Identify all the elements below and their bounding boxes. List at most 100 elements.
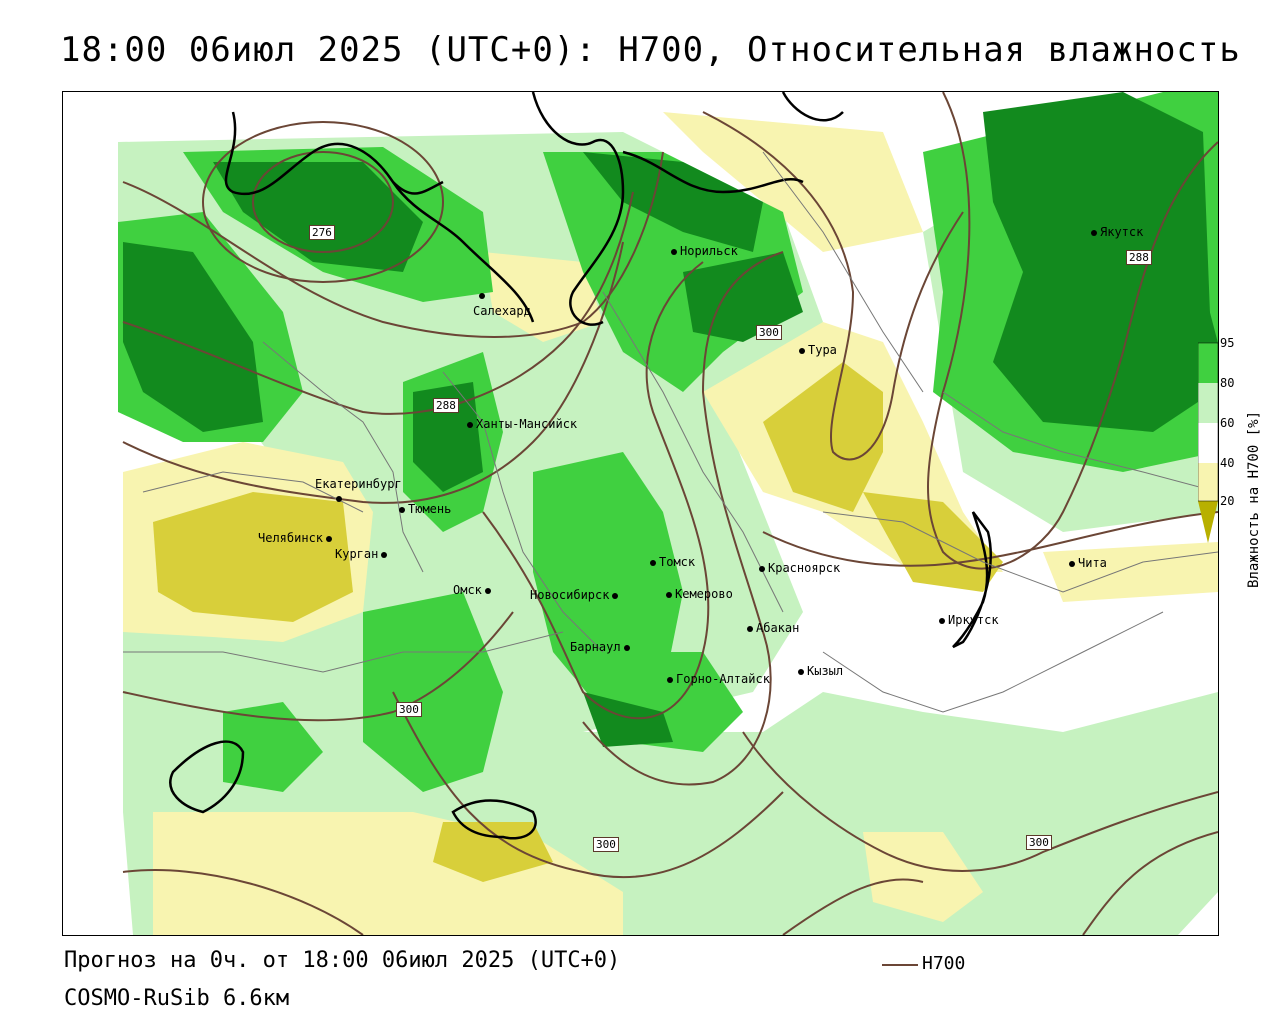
city-yakutsk: Якутск (1091, 225, 1143, 239)
boundary (762, 151, 924, 393)
city-barnaul: Барнаул (570, 640, 633, 654)
colorbar-tick: 60 (1220, 416, 1235, 430)
contour-label: 300 (396, 702, 422, 717)
wet-area (363, 592, 503, 792)
very-wet-area (583, 692, 673, 747)
h700-contour (252, 151, 394, 253)
coastline (781, 92, 844, 122)
city-label: Омск (453, 583, 482, 597)
city-dot (336, 495, 342, 502)
coastline (531, 92, 625, 326)
city-dot (467, 421, 473, 428)
city-label: Курган (335, 547, 379, 561)
city-omsk: Омск (453, 583, 494, 597)
city-salekhard-label: Салехард (473, 304, 531, 318)
h700-contour (762, 511, 1218, 567)
city-dot (1069, 560, 1075, 567)
boundary (942, 391, 1218, 493)
city-dot (612, 592, 619, 599)
city-chelyabinsk: Челябинск (258, 531, 335, 545)
contour-label: 300 (1026, 835, 1052, 850)
map-canvas (118, 92, 1218, 935)
h700-contour (742, 731, 1218, 872)
city-irkutsk: Иркутск (939, 613, 999, 627)
city-label: Красноярск (768, 561, 841, 575)
city-kemerovo: Кемерово (666, 587, 733, 601)
very-wet-area (583, 152, 763, 252)
city-label: Абакан (756, 621, 800, 635)
city-label: Новосибирск (530, 588, 610, 602)
city-norilsk: Норильск (671, 244, 738, 258)
city-dot (381, 551, 388, 558)
city-label: Якутск (1100, 225, 1144, 239)
h700-contour (702, 111, 964, 461)
colorbar-tick: 95 (1220, 336, 1235, 350)
city-dot (650, 559, 656, 566)
coastline (622, 150, 804, 194)
dry-area (483, 252, 603, 342)
very-wet-area (983, 92, 1213, 432)
city-novosibirsk: Новосибирск (530, 588, 621, 602)
city-dot (747, 625, 753, 632)
wet-area (223, 702, 323, 792)
contour-label: 300 (756, 325, 782, 340)
city-khanty-mansiysk: Ханты-Мансийск (467, 417, 577, 431)
city-dot (484, 587, 491, 594)
h700-legend-line (882, 964, 918, 966)
city-label: Кемерово (675, 587, 733, 601)
city-label: Чита (1078, 556, 1107, 570)
city-krasnoyarsk: Красноярск (759, 561, 840, 575)
boundary (142, 471, 364, 513)
city-label: Барнаул (570, 640, 621, 654)
colorbar-title: Влажность на H700 [%] (1246, 410, 1262, 588)
lake (169, 740, 245, 814)
city-label: Ханты-Мансийск (476, 417, 578, 431)
city-dot (671, 248, 677, 255)
h700-contour (122, 241, 624, 504)
city-kyzyl: Кызыл (798, 664, 843, 678)
dry-area (863, 832, 983, 922)
city-dot (326, 535, 333, 542)
city-kurgan: Курган (335, 547, 390, 561)
city-tyumen: Тюмень (399, 502, 451, 516)
city-dot (798, 668, 804, 675)
humidity-colorbar (1198, 305, 1218, 543)
contour-label: 276 (309, 225, 335, 240)
humidity-map: 276 288 288 300 300 300 300 Салехард Нор… (62, 91, 1219, 936)
h700-contour (202, 121, 444, 283)
city-dot (479, 292, 485, 299)
dry-area (153, 492, 353, 622)
city-label: Тюмень (408, 502, 452, 516)
colorbar-top-arrow (1198, 305, 1218, 343)
city-dot (799, 347, 805, 354)
contour-label: 288 (1126, 250, 1152, 265)
city-tura: Тура (799, 343, 837, 357)
city-label: Норильск (680, 244, 738, 258)
model-info: COSMO-RuSib 6.6км (64, 986, 290, 1011)
h700-legend-label: H700 (922, 953, 966, 974)
h700-contour (122, 869, 364, 935)
colorbar-segment (1198, 343, 1218, 383)
very-wet-area (123, 242, 263, 432)
boundary (822, 511, 1218, 593)
colorbar-segment (1198, 463, 1218, 501)
admin-boundaries (123, 151, 1218, 713)
city-label: Горно-Алтайск (676, 672, 770, 686)
contour-label: 288 (433, 398, 459, 413)
dry-area (1043, 542, 1218, 602)
city-dot (939, 617, 945, 624)
contour-label: 300 (593, 837, 619, 852)
forecast-info: Прогноз на 0ч. от 18:00 06июл 2025 (UTC+… (64, 948, 621, 973)
city-dot (667, 676, 673, 683)
h700-contour (122, 151, 664, 338)
city-dot (666, 591, 672, 598)
h700-contour (1082, 831, 1218, 935)
colorbar-segment (1198, 423, 1218, 463)
h700-contours (122, 92, 1218, 935)
city-label: Кызыл (807, 664, 844, 678)
coastline (224, 111, 444, 196)
wet-area (533, 452, 683, 712)
city-tomsk: Томск (650, 555, 695, 569)
very-wet-area (213, 162, 423, 272)
city-label: Томск (659, 555, 696, 569)
